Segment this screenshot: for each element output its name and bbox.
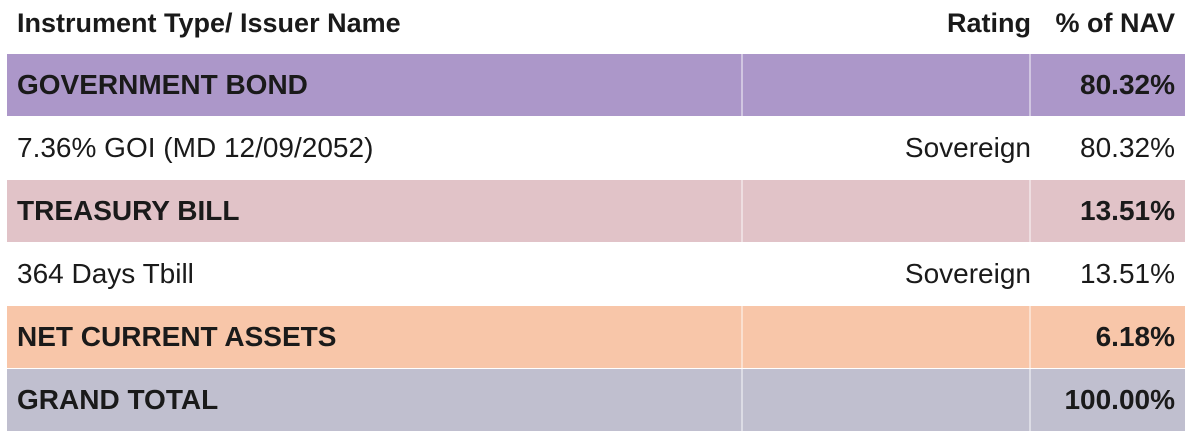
header-rating: Rating xyxy=(947,8,1031,38)
table-row-net-current-assets: NET CURRENT ASSETS 6.18% xyxy=(7,306,1185,368)
row-nav-percent: 100.00% xyxy=(1064,384,1175,415)
row-rating: Sovereign xyxy=(904,258,1031,289)
row-nav-percent: 13.51% xyxy=(1080,258,1175,289)
header-nav-percent: % of NAV xyxy=(1055,8,1176,38)
row-instrument-name: GRAND TOTAL xyxy=(7,369,743,431)
row-nav-percent: 6.18% xyxy=(1095,321,1175,352)
header-instrument-name: Instrument Type/ Issuer Name xyxy=(17,8,401,38)
row-instrument-name: TREASURY BILL xyxy=(7,180,743,242)
table-row-goi-2052: 7.36% GOI (MD 12/09/2052) Sovereign 80.3… xyxy=(7,117,1185,179)
table-row-government-bond: GOVERNMENT BOND 80.32% xyxy=(7,54,1185,116)
row-rating xyxy=(743,306,1031,368)
table-header: Instrument Type/ Issuer Name Rating % of… xyxy=(7,0,1185,53)
portfolio-holdings-table: Instrument Type/ Issuer Name Rating % of… xyxy=(7,0,1185,431)
row-rating xyxy=(743,180,1031,242)
row-rating: Sovereign xyxy=(904,132,1031,163)
row-nav-percent: 13.51% xyxy=(1080,195,1175,226)
row-rating xyxy=(743,54,1031,116)
row-instrument-name: NET CURRENT ASSETS xyxy=(7,306,743,368)
row-nav-percent: 80.32% xyxy=(1080,69,1175,100)
table-row-grand-total: GRAND TOTAL 100.00% xyxy=(7,369,1185,431)
row-instrument-name: GOVERNMENT BOND xyxy=(7,54,743,116)
row-instrument-name: 7.36% GOI (MD 12/09/2052) xyxy=(17,132,374,163)
row-nav-percent: 80.32% xyxy=(1080,132,1175,163)
table-row-treasury-bill: TREASURY BILL 13.51% xyxy=(7,180,1185,242)
table-row-364-days-tbill: 364 Days Tbill Sovereign 13.51% xyxy=(7,243,1185,305)
row-instrument-name: 364 Days Tbill xyxy=(17,258,194,289)
row-rating xyxy=(743,369,1031,431)
